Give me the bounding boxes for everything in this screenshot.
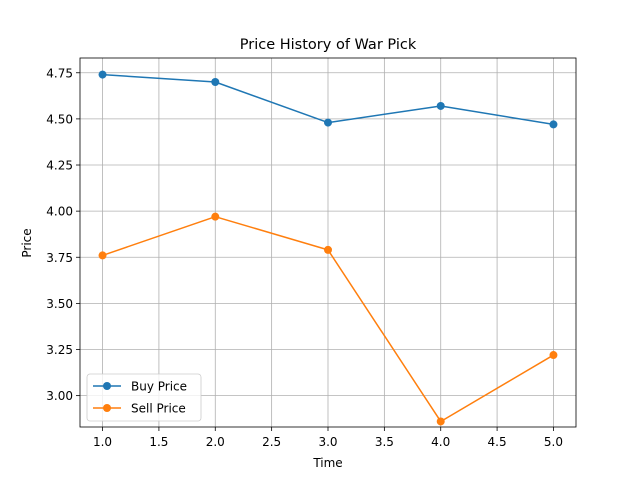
buy-price-point: [211, 77, 220, 86]
y-axis-label: Price: [20, 228, 34, 257]
legend-marker-sell-price: [103, 404, 111, 412]
legend-label-sell-price: Sell Price: [131, 402, 186, 416]
y-tick-label: 4.50: [46, 112, 73, 126]
buy-price-point: [98, 70, 107, 79]
x-tick-label: 1.5: [149, 435, 168, 449]
x-tick-label: 4.5: [488, 435, 507, 449]
series-group: [98, 70, 558, 426]
sell-price-series: [98, 212, 558, 426]
x-tick-label: 5.0: [544, 435, 563, 449]
x-tick-label: 1.0: [93, 435, 112, 449]
y-tick-label: 3.75: [46, 251, 73, 265]
y-tick-label: 3.50: [46, 297, 73, 311]
y-tick-label: 3.25: [46, 343, 73, 357]
buy-price-point: [324, 118, 332, 127]
chart-title: Price History of War Pick: [240, 37, 417, 53]
sell-price-point: [324, 245, 332, 254]
buy-price-point: [436, 101, 445, 110]
grid: [80, 58, 576, 427]
axis-ticks: 1.0 1.5 2.0 2.5 3.0 3.5 4.0 4.5 5.0 3.00 3.25 3.50 3…: [46, 66, 563, 449]
y-tick-label: 4.00: [46, 205, 73, 219]
x-tick-label: 2.5: [262, 435, 281, 449]
buy-price-point: [549, 120, 558, 129]
sell-price-point: [211, 212, 220, 221]
sell-price-point: [436, 417, 445, 426]
y-tick-label: 4.75: [46, 66, 73, 80]
x-tick-label: 3.0: [318, 435, 337, 449]
y-tick-label: 4.25: [46, 159, 73, 173]
buy-price-series: [98, 70, 558, 129]
legend: Buy Price Sell Price: [86, 373, 202, 422]
sell-price-point: [549, 351, 558, 360]
y-tick-label: 3.00: [46, 389, 73, 403]
sell-price-point: [98, 251, 107, 260]
x-tick-label: 3.5: [375, 435, 394, 449]
x-axis-label: Time: [312, 456, 342, 470]
legend-label-buy-price: Buy Price: [131, 380, 187, 394]
legend-marker-buy-price: [103, 382, 111, 390]
x-tick-label: 2.0: [206, 435, 225, 449]
x-tick-label: 4.0: [431, 435, 450, 449]
